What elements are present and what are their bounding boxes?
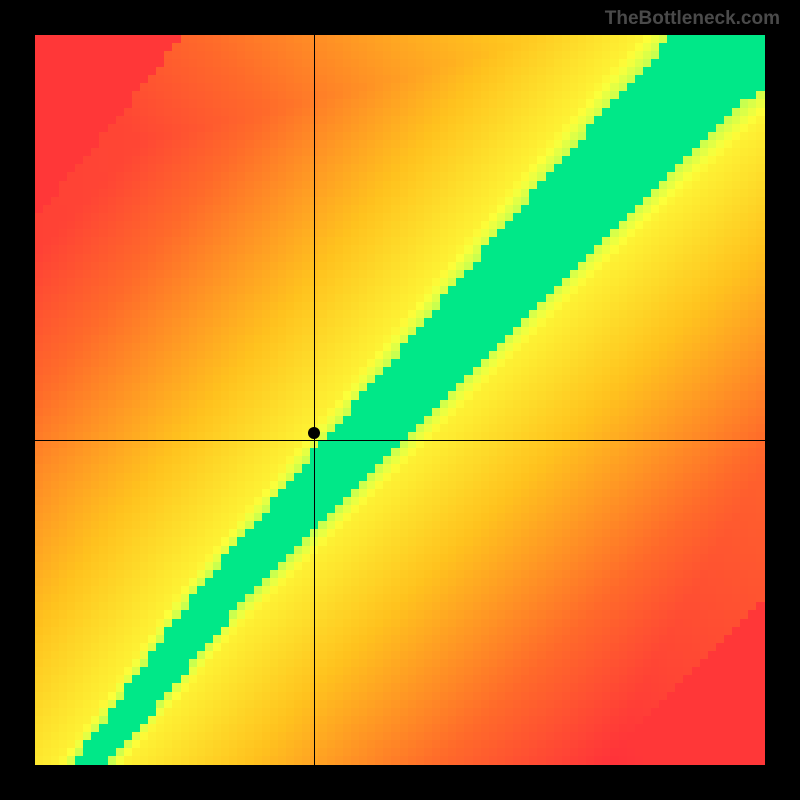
- bottleneck-heatmap: [35, 35, 765, 765]
- operating-point-marker: [308, 427, 320, 439]
- crosshair-vertical: [314, 35, 315, 765]
- watermark-text: TheBottleneck.com: [605, 8, 780, 30]
- plot-frame: [35, 35, 765, 765]
- crosshair-horizontal: [35, 440, 765, 441]
